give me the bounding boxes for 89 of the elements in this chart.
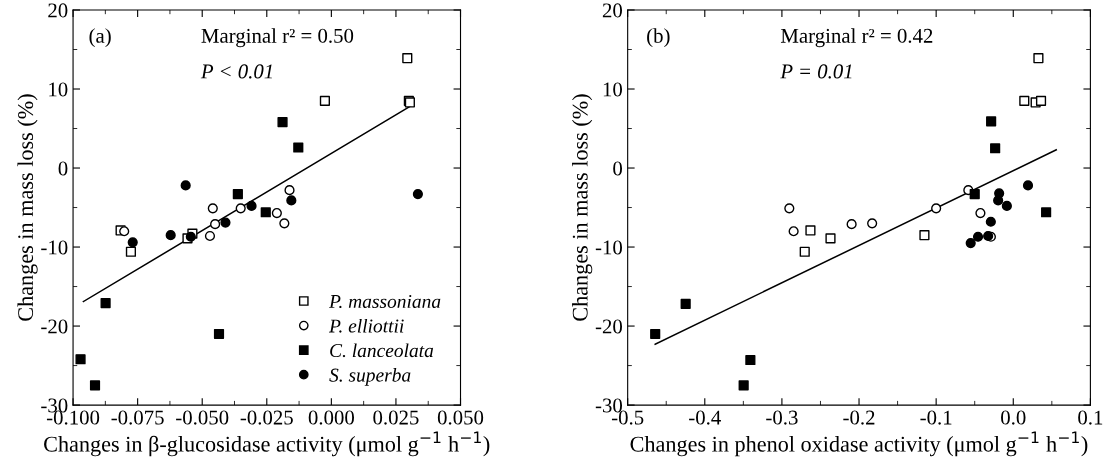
point <box>1001 200 1012 212</box>
point <box>799 246 810 257</box>
point <box>805 225 816 236</box>
annotation: (a) <box>89 28 111 48</box>
annotation: Marginal r² = 0.50 <box>201 28 354 48</box>
y-axis-title: Changes in mass loss (%) <box>572 94 593 321</box>
point <box>738 380 749 391</box>
point <box>1033 53 1044 64</box>
point <box>402 53 413 64</box>
point <box>825 233 836 244</box>
y-tick-label: -10 <box>41 240 68 255</box>
point <box>788 226 799 237</box>
point <box>284 185 295 196</box>
point <box>846 219 857 230</box>
point <box>412 189 423 200</box>
point <box>286 195 297 206</box>
x-tick-label: -0.3 <box>766 410 798 425</box>
point <box>210 219 221 230</box>
x-tick-label: 0.0 <box>1001 410 1026 425</box>
point <box>127 237 138 248</box>
point <box>985 216 996 227</box>
point <box>1019 95 1030 106</box>
legend-label: C. lanceolata <box>330 343 434 358</box>
x-tick-label: -0.075 <box>111 410 164 425</box>
x-axis-title: Changes in β-glucosidase activity (μmol g$^{−1}$ h$^{−1}$) <box>44 431 490 457</box>
point <box>232 189 243 200</box>
point <box>246 200 257 212</box>
point <box>213 328 225 340</box>
y-tick-label: 0 <box>58 161 68 176</box>
y-tick-label: 10 <box>49 82 68 97</box>
annotation: P < 0.01 <box>200 64 272 79</box>
point <box>1041 207 1052 218</box>
legend-label: P. elliottii <box>328 318 404 333</box>
x-tick-label: -0.2 <box>843 410 875 425</box>
point <box>990 143 1001 154</box>
annotation: (b) <box>647 28 670 48</box>
point <box>784 203 795 214</box>
x-tick-label: -0.050 <box>176 410 229 425</box>
y-tick-label: -20 <box>41 319 68 334</box>
point <box>293 142 304 153</box>
x-tick-label: -0.1 <box>920 410 952 425</box>
point <box>1035 95 1047 106</box>
point <box>277 117 288 128</box>
point <box>279 218 290 229</box>
point <box>125 246 137 257</box>
x-tick-label: -0.4 <box>689 410 721 425</box>
point <box>260 207 271 218</box>
point <box>220 217 231 228</box>
legend-label: P. massoniana <box>328 294 441 309</box>
y-axis-title: Changes in mass loss (%) <box>17 94 38 321</box>
point <box>745 354 756 366</box>
point <box>993 195 1004 206</box>
x-tick-label: 0.050 <box>437 410 484 425</box>
y-tick-label: 10 <box>603 82 623 97</box>
legend-label: S. superba <box>329 368 411 386</box>
y-tick-label: -10 <box>595 240 623 255</box>
point <box>986 116 997 127</box>
point <box>969 189 980 200</box>
y-tick-label: 0 <box>613 161 623 176</box>
point <box>235 203 246 214</box>
point <box>972 231 984 242</box>
point <box>650 328 661 340</box>
x-axis-title: Changes in phenol oxidase activity (μmol g$^{−1}$ h$^{−1}$) <box>630 431 1088 457</box>
point <box>204 230 216 242</box>
point <box>271 207 282 219</box>
annotation: Marginal r² = 0.42 <box>780 28 933 48</box>
point <box>919 230 930 241</box>
annotation: P = 0.01 <box>780 64 852 79</box>
point <box>119 226 130 237</box>
point <box>1022 180 1034 191</box>
point <box>180 180 191 191</box>
x-tick-label: 0.025 <box>373 410 419 425</box>
point <box>100 298 111 309</box>
point <box>965 238 976 249</box>
y-tick-label: -20 <box>595 319 623 334</box>
point <box>89 380 101 391</box>
point <box>680 298 691 310</box>
x-tick-label: 0.000 <box>308 410 355 425</box>
point <box>931 203 942 214</box>
x-tick-label: -0.025 <box>240 410 293 425</box>
point <box>165 230 176 241</box>
point <box>75 354 86 365</box>
point <box>867 218 878 229</box>
point <box>975 207 986 219</box>
y-tick-label: 20 <box>602 3 623 18</box>
point <box>207 203 218 214</box>
point <box>319 95 330 106</box>
x-tick-label: 0.1 <box>1078 410 1103 425</box>
y-tick-label: 20 <box>48 3 68 18</box>
